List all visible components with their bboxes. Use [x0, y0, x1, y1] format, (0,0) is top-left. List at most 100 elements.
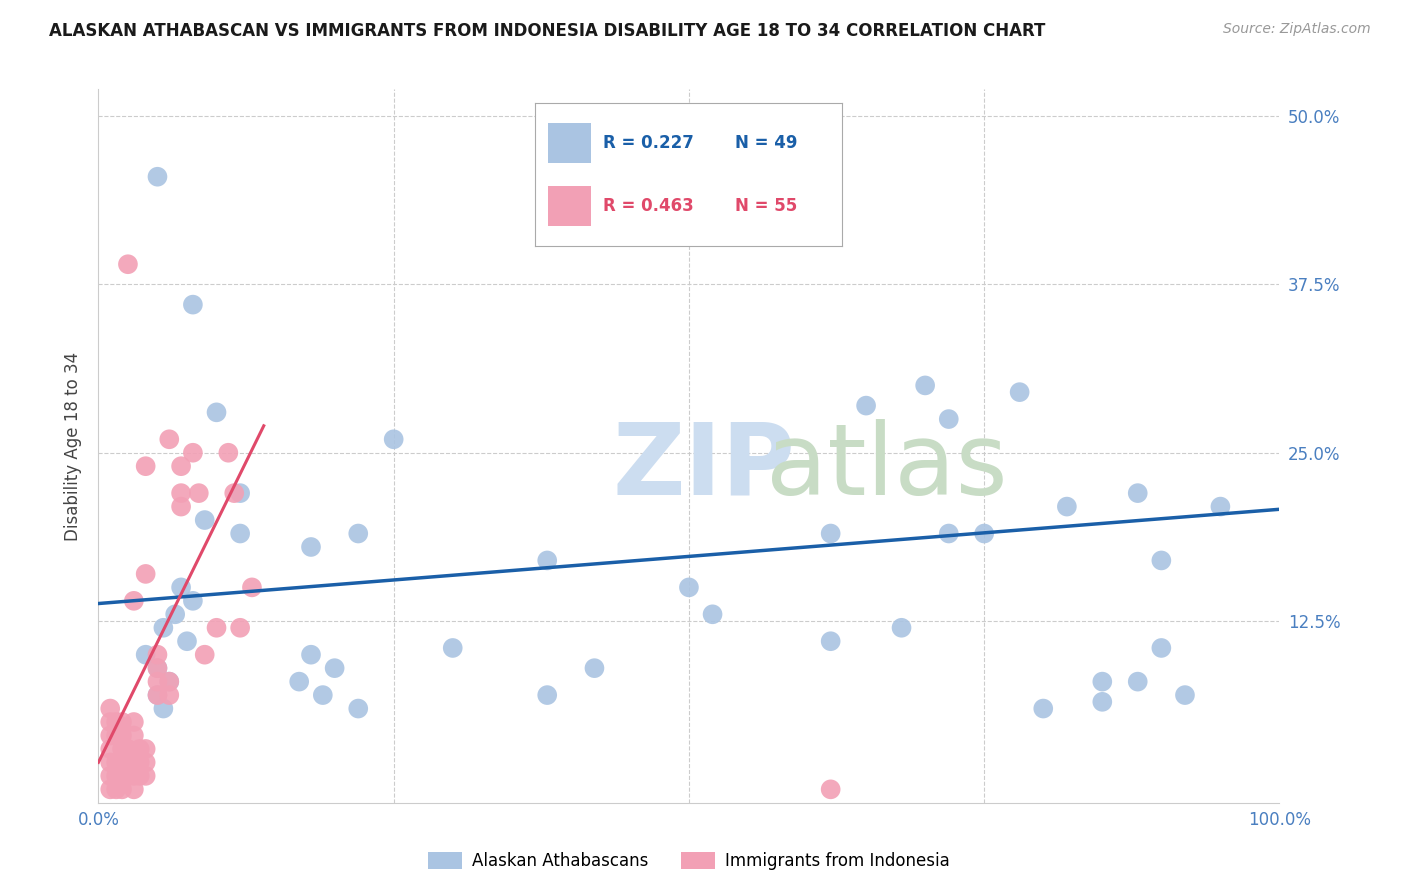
Point — [187, 486, 209, 500]
Point — [441, 640, 464, 655]
Y-axis label: Disability Age 18 to 34: Disability Age 18 to 34 — [65, 351, 83, 541]
Point — [855, 399, 877, 413]
Point — [938, 412, 960, 426]
Point — [820, 526, 842, 541]
Point — [170, 500, 193, 514]
Point — [1032, 701, 1054, 715]
Point — [165, 607, 187, 622]
Point — [176, 634, 198, 648]
Point — [205, 621, 228, 635]
Point — [157, 688, 180, 702]
Point — [224, 486, 246, 500]
Point — [117, 257, 139, 271]
Point — [152, 621, 174, 635]
Point — [820, 634, 842, 648]
Point — [98, 729, 121, 743]
Point — [122, 769, 145, 783]
Point — [122, 594, 145, 608]
Point — [229, 486, 252, 500]
Point — [1126, 486, 1149, 500]
Point — [117, 756, 139, 770]
Point — [122, 714, 145, 729]
Point — [105, 756, 128, 770]
Legend: Alaskan Athabascans, Immigrants from Indonesia: Alaskan Athabascans, Immigrants from Ind… — [422, 845, 956, 877]
Point — [1126, 674, 1149, 689]
Point — [122, 729, 145, 743]
Point — [1150, 553, 1173, 567]
Point — [194, 513, 217, 527]
Point — [299, 648, 322, 662]
Point — [820, 782, 842, 797]
Point — [146, 661, 169, 675]
Point — [135, 756, 157, 770]
Point — [323, 661, 346, 675]
Text: Source: ZipAtlas.com: Source: ZipAtlas.com — [1223, 22, 1371, 37]
Point — [288, 674, 311, 689]
Point — [170, 580, 193, 594]
Point — [98, 756, 121, 770]
Point — [217, 446, 239, 460]
Point — [536, 688, 558, 702]
Point — [157, 674, 180, 689]
Point — [98, 742, 121, 756]
Point — [146, 661, 169, 675]
Point — [128, 756, 150, 770]
Point — [128, 742, 150, 756]
Text: atlas: atlas — [766, 419, 1007, 516]
Point — [135, 648, 157, 662]
Point — [135, 459, 157, 474]
Point — [135, 769, 157, 783]
Point — [146, 169, 169, 184]
Point — [105, 714, 128, 729]
Point — [128, 769, 150, 783]
Point — [194, 648, 217, 662]
Point — [1091, 695, 1114, 709]
Point — [111, 714, 134, 729]
Point — [105, 769, 128, 783]
Point — [170, 459, 193, 474]
Point — [347, 526, 370, 541]
Point — [938, 526, 960, 541]
Point — [583, 661, 606, 675]
Point — [914, 378, 936, 392]
Point — [1008, 385, 1031, 400]
Point — [702, 607, 724, 622]
Point — [229, 621, 252, 635]
Point — [105, 729, 128, 743]
Point — [111, 742, 134, 756]
Point — [181, 298, 204, 312]
Point — [98, 782, 121, 797]
Point — [1091, 674, 1114, 689]
Point — [146, 648, 169, 662]
Point — [1174, 688, 1197, 702]
Point — [146, 688, 169, 702]
Point — [678, 580, 700, 594]
Point — [98, 769, 121, 783]
Point — [122, 782, 145, 797]
Point — [181, 594, 204, 608]
Point — [299, 540, 322, 554]
Point — [347, 701, 370, 715]
Point — [146, 688, 169, 702]
Point — [157, 674, 180, 689]
Point — [152, 701, 174, 715]
Point — [973, 526, 995, 541]
Point — [170, 486, 193, 500]
Point — [1150, 640, 1173, 655]
Point — [205, 405, 228, 419]
Point — [890, 621, 912, 635]
Point — [1056, 500, 1078, 514]
Point — [111, 756, 134, 770]
Point — [117, 742, 139, 756]
Point — [111, 769, 134, 783]
Point — [181, 446, 204, 460]
Point — [122, 756, 145, 770]
Point — [111, 729, 134, 743]
Point — [240, 580, 263, 594]
Point — [98, 714, 121, 729]
Point — [105, 782, 128, 797]
Text: ALASKAN ATHABASCAN VS IMMIGRANTS FROM INDONESIA DISABILITY AGE 18 TO 34 CORRELAT: ALASKAN ATHABASCAN VS IMMIGRANTS FROM IN… — [49, 22, 1046, 40]
Point — [111, 782, 134, 797]
Point — [157, 432, 180, 446]
Point — [312, 688, 335, 702]
